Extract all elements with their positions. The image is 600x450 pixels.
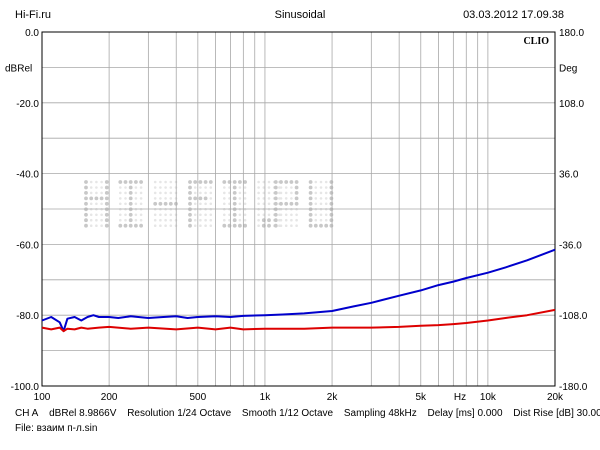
footer-smooth: Smooth 1/12 Octave	[241, 408, 334, 419]
header-timestamp: 03.03.2012 17.09.38	[463, 9, 564, 21]
footer-delay: Delay [ms] 0.000	[427, 408, 503, 419]
footer-sampling: Sampling 48kHz	[343, 408, 417, 419]
footer-channel: CH A	[15, 408, 39, 419]
x-tick-label: 200	[101, 392, 118, 403]
y-tick-label: 0.0	[25, 28, 39, 39]
footer-settings: CH A dBRel 8.9866V Resolution 1/24 Octav…	[15, 408, 600, 420]
plot-frame	[41, 31, 556, 387]
x-tick-label: 2k	[327, 392, 339, 403]
y2-axis-label: Deg	[559, 63, 577, 74]
y2-tick-label: 36.0	[559, 170, 579, 181]
x-tick-label: 100	[34, 392, 51, 403]
x-tick-label: 10k	[480, 392, 497, 403]
x-tick-label: Hz	[454, 392, 466, 403]
y-tick-label: -40.0	[16, 170, 39, 181]
y-tick-label: -60.0	[16, 240, 39, 251]
footer-resolution: Resolution 1/24 Octave	[127, 408, 232, 419]
x-tick-label: 1k	[260, 392, 272, 403]
y-tick-label: -20.0	[16, 99, 39, 110]
y2-tick-label: -180.0	[559, 382, 588, 393]
x-tick-label: 500	[189, 392, 206, 403]
y2-tick-label: 180.0	[559, 28, 584, 39]
y2-tick-label: 108.0	[559, 99, 584, 110]
series-line-2	[41, 308, 556, 333]
header-measurement-type: Sinusoidal	[274, 9, 326, 21]
y-tick-label: -100.0	[11, 382, 40, 393]
footer-dist-rise: Dist Rise [dB] 30.00	[513, 408, 600, 419]
footer-file: File: взаим п-л.sin	[15, 423, 98, 434]
footer-unit-info: dBRel 8.9866V	[49, 408, 117, 419]
y2-tick-label: -108.0	[559, 311, 588, 322]
y-axis-label: dBRel	[5, 63, 32, 74]
y-tick-label: -80.0	[16, 311, 39, 322]
header-brand: Hi-Fi.ru	[15, 9, 52, 21]
series-line-1	[41, 248, 556, 333]
y2-tick-label: -36.0	[559, 240, 582, 251]
x-tick-label: 5k	[415, 392, 427, 403]
brand-label: CLIO	[523, 36, 549, 47]
x-tick-label: 20k	[547, 392, 564, 403]
